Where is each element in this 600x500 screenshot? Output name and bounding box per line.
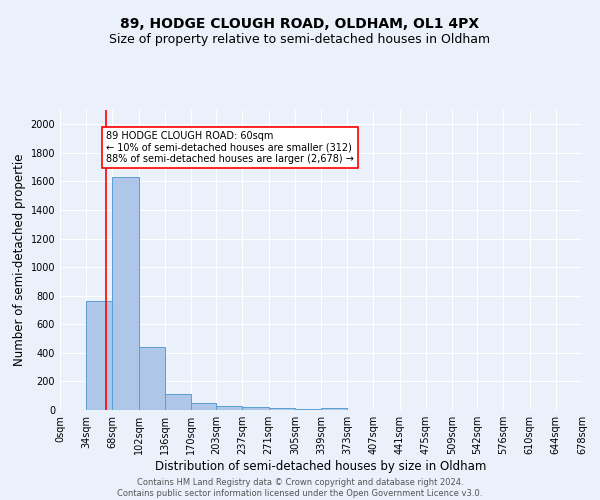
Text: Size of property relative to semi-detached houses in Oldham: Size of property relative to semi-detach… bbox=[109, 32, 491, 46]
Bar bbox=[216, 406, 242, 410]
Bar bbox=[295, 408, 321, 410]
Text: Contains HM Land Registry data © Crown copyright and database right 2024.
Contai: Contains HM Land Registry data © Crown c… bbox=[118, 478, 482, 498]
Bar bbox=[321, 408, 347, 410]
Bar bbox=[191, 403, 216, 410]
Bar bbox=[242, 407, 269, 410]
Text: 89, HODGE CLOUGH ROAD, OLDHAM, OL1 4PX: 89, HODGE CLOUGH ROAD, OLDHAM, OL1 4PX bbox=[121, 18, 479, 32]
X-axis label: Distribution of semi-detached houses by size in Oldham: Distribution of semi-detached houses by … bbox=[155, 460, 487, 473]
Text: 89 HODGE CLOUGH ROAD: 60sqm
← 10% of semi-detached houses are smaller (312)
88% : 89 HODGE CLOUGH ROAD: 60sqm ← 10% of sem… bbox=[106, 131, 354, 164]
Bar bbox=[139, 347, 165, 410]
Y-axis label: Number of semi-detached propertie: Number of semi-detached propertie bbox=[13, 154, 26, 366]
Bar bbox=[269, 408, 295, 410]
Bar bbox=[112, 177, 139, 410]
Bar bbox=[86, 302, 112, 410]
Bar bbox=[165, 394, 191, 410]
